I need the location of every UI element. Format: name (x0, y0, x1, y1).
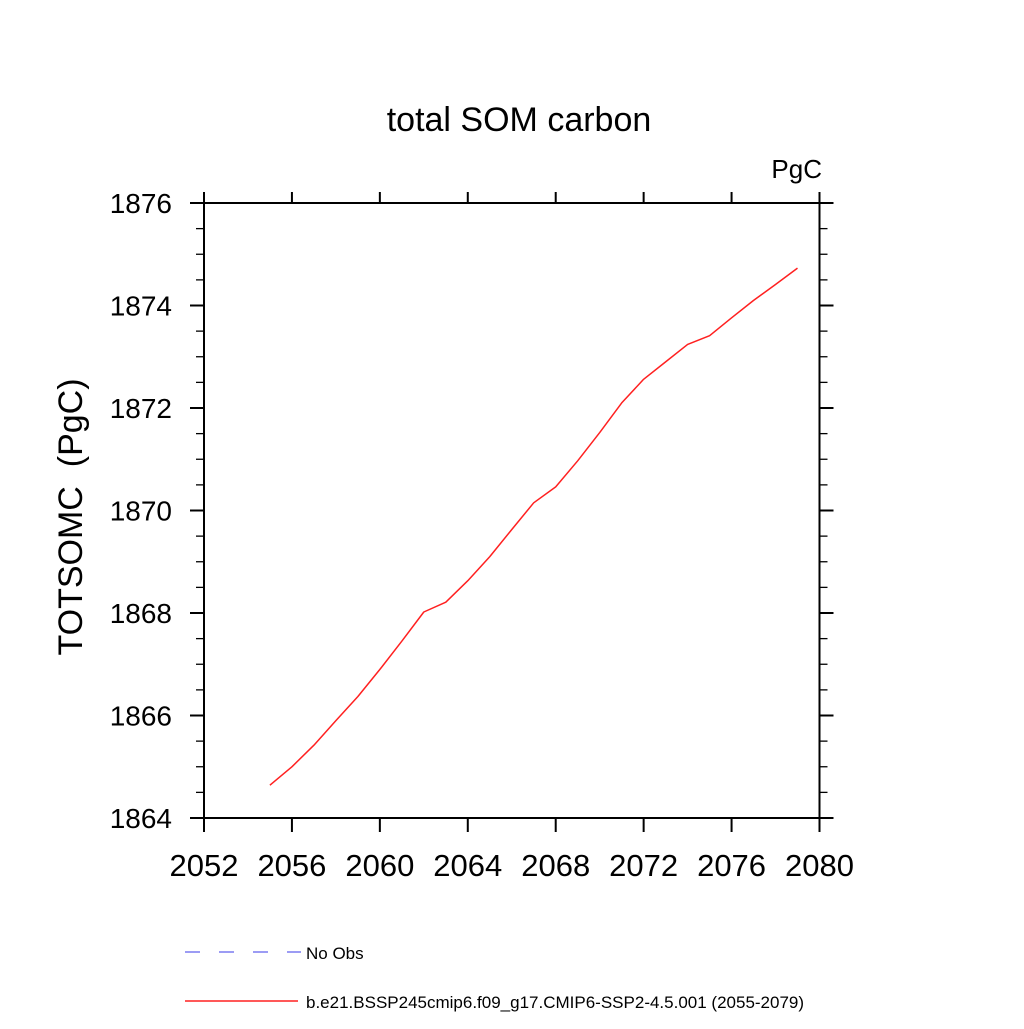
y-tick-label: 1868 (110, 598, 172, 629)
series-line (269, 267, 798, 786)
y-tick-label: 1874 (110, 291, 172, 322)
x-tick-label: 2068 (521, 848, 590, 883)
x-tick-label: 2076 (697, 848, 766, 883)
y-axis-title: TOTSOMC (PgC) (52, 378, 90, 655)
units-label: PgC (771, 154, 822, 184)
x-tick-label: 2080 (785, 848, 854, 883)
legend-label-series: b.e21.BSSP245cmip6.f09_g17.CMIP6-SSP2-4.… (306, 993, 804, 1012)
y-tick-label: 1876 (110, 188, 172, 219)
legend: No Obs b.e21.BSSP245cmip6.f09_g17.CMIP6-… (185, 944, 804, 1012)
y-tick-label: 1870 (110, 496, 172, 527)
y-tick-label: 1866 (110, 701, 172, 732)
chart-title: total SOM carbon (387, 101, 652, 139)
y-tick-label: 1864 (110, 803, 172, 834)
x-tick-label: 2056 (257, 848, 326, 883)
legend-label-no-obs: No Obs (306, 944, 364, 963)
x-tick-label: 2072 (609, 848, 678, 883)
y-tick-label: 1872 (110, 393, 172, 424)
x-tick-label: 2060 (345, 848, 414, 883)
plot-area: 2052 2056 2060 2064 2068 2072 2076 2080 1864 1866… (110, 188, 854, 883)
x-tick-label: 2064 (433, 848, 502, 883)
x-tick-label: 2052 (170, 848, 239, 883)
plot-frame (203, 202, 821, 819)
